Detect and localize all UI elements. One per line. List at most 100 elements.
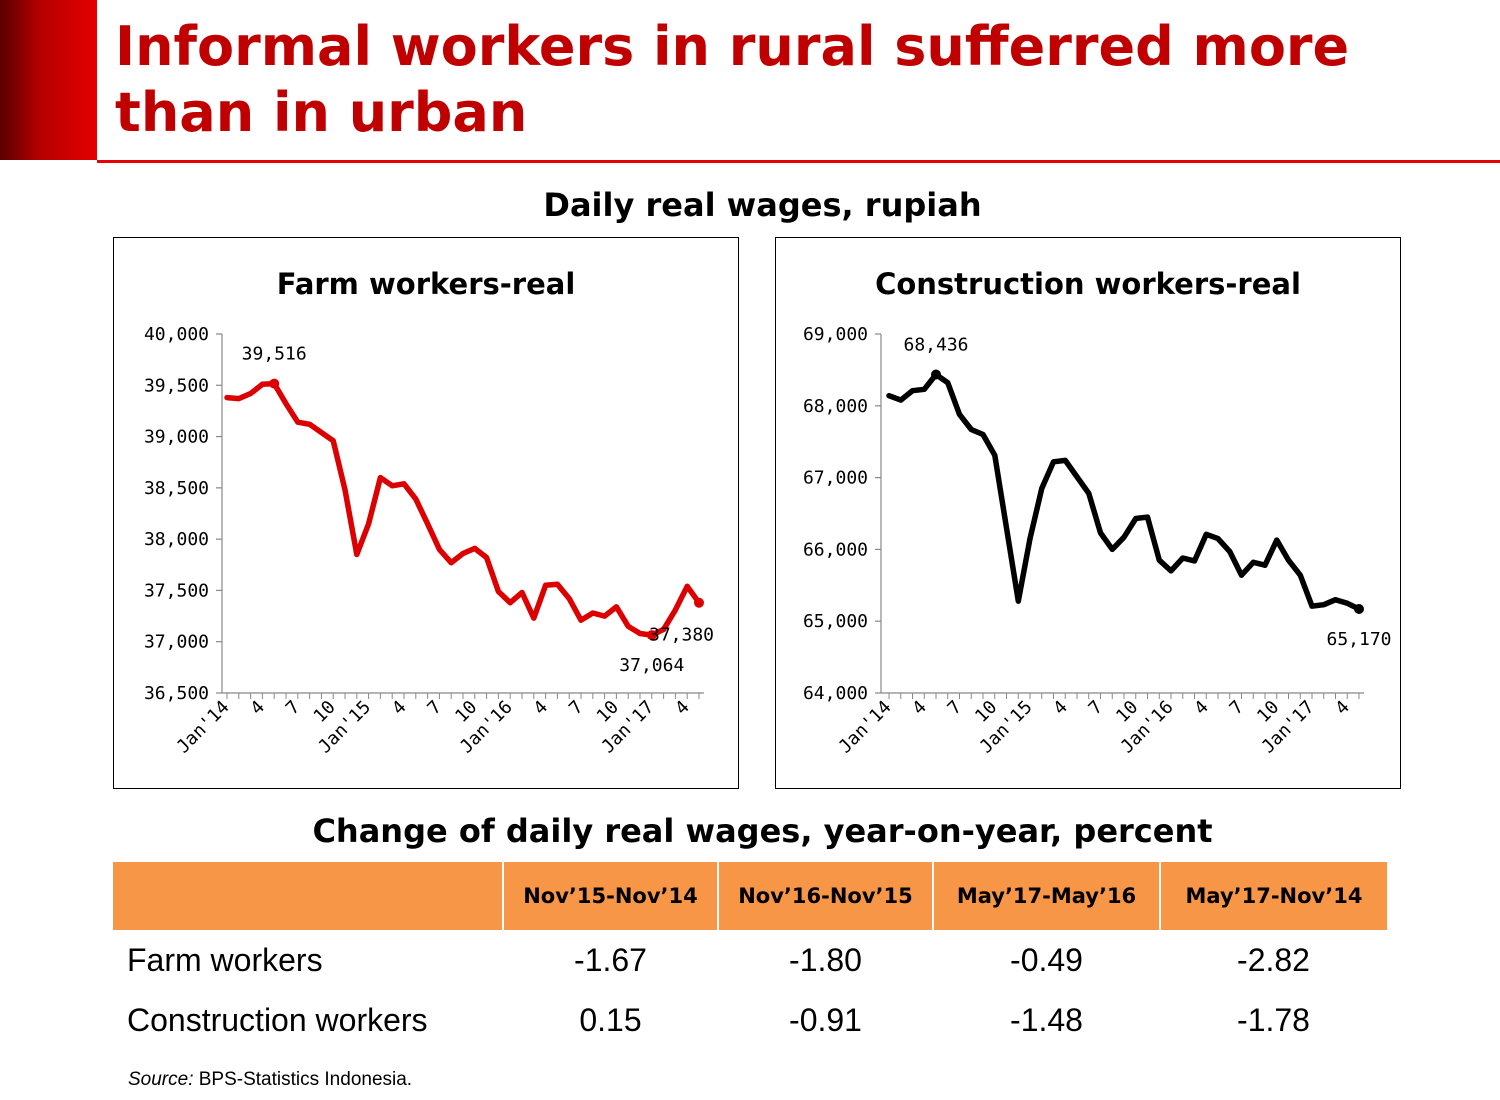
data-point	[1109, 546, 1115, 552]
data-point	[1145, 514, 1150, 520]
data-point	[1203, 531, 1209, 537]
construction-workers-chart: Construction workers-real 64,000 65,000 66,…	[803, 267, 1392, 758]
wage-change-table: Nov’15-Nov’14 Nov’16-Nov’15 May’17-May’1…	[113, 862, 1387, 1050]
data-point	[1004, 525, 1009, 531]
y-tick-label: 69,000	[803, 324, 868, 345]
data-point	[898, 397, 904, 403]
data-point	[980, 432, 986, 438]
chart-title: Farm workers-real	[277, 267, 576, 301]
data-point	[1121, 534, 1127, 540]
data-point	[1180, 555, 1186, 561]
table-cell: 0.15	[579, 1001, 642, 1038]
data-point	[1333, 597, 1338, 603]
table-cell: -0.49	[1010, 941, 1083, 978]
y-tick-label: 38,000	[144, 529, 209, 550]
table-cell: -2.82	[1237, 941, 1310, 978]
data-point	[554, 581, 560, 587]
x-tick-label: 7	[1085, 697, 1108, 720]
data-point	[1015, 598, 1021, 604]
data-point	[389, 483, 395, 489]
source-text: BPS-Statistics Indonesia.	[193, 1069, 413, 1090]
farm-workers-chart: Farm workers-real 36,500 37,000 37,500 38,00…	[144, 267, 714, 758]
data-point	[1286, 557, 1291, 563]
x-tick-label: 4	[1331, 697, 1354, 720]
source-label: Source:	[128, 1069, 194, 1090]
data-point	[1192, 558, 1197, 564]
x-tick-label: 4	[246, 697, 269, 720]
data-point	[566, 596, 572, 602]
data-point	[1156, 557, 1162, 563]
source-note: Source: BPS-Statistics Indonesia.	[128, 1069, 412, 1091]
data-point	[1227, 549, 1233, 555]
data-point	[472, 545, 478, 551]
data-point	[886, 393, 892, 399]
construction-chart-panel: Construction workers-real 64,000 65,000 66,…	[775, 237, 1401, 789]
y-tick-label: 36,500	[144, 683, 209, 704]
data-point	[248, 390, 254, 396]
data-point	[1309, 603, 1315, 609]
data-point	[992, 452, 998, 458]
table-cell: -1.48	[1010, 1001, 1083, 1038]
x-tick-label: 7	[282, 697, 305, 720]
data-label: 37,380	[649, 625, 714, 646]
slide-title: Informal workers in rural sufferred more…	[115, 15, 1350, 144]
chart-title: Construction workers-real	[875, 267, 1301, 301]
x-tick-label: 4	[388, 697, 411, 720]
y-tick-label: 37,500	[144, 580, 209, 601]
y-tick-label: 38,500	[144, 478, 209, 499]
data-point	[354, 552, 360, 558]
x-tick-label: 4	[671, 697, 694, 720]
y-tick-label: 66,000	[803, 539, 868, 560]
table-header-blank	[113, 862, 504, 930]
row-label-farm-workers: Farm workers	[127, 941, 323, 978]
data-point	[224, 395, 230, 401]
data-point	[661, 626, 667, 632]
data-label: 68,436	[903, 334, 968, 355]
data-point	[448, 560, 454, 566]
data-point	[945, 380, 951, 386]
data-point	[1215, 536, 1221, 542]
data-point	[1074, 474, 1080, 480]
data-point	[283, 401, 289, 407]
data-label-marker	[1354, 603, 1364, 614]
data-point	[519, 589, 525, 595]
data-point	[259, 381, 265, 387]
x-tick-label: Jan'14	[173, 697, 234, 758]
x-tick-label: 7	[565, 697, 588, 720]
y-tick-label: 39,500	[144, 375, 209, 396]
data-point	[436, 546, 442, 552]
x-tick-label: 4	[908, 697, 931, 720]
series-line	[886, 371, 1362, 612]
data-point	[460, 551, 466, 557]
data-point	[672, 607, 678, 613]
data-point	[401, 481, 407, 487]
data-point	[1344, 600, 1350, 606]
row-label-construction-workers: Construction workers	[127, 1001, 428, 1038]
data-point	[921, 386, 927, 392]
title-underline	[97, 160, 1500, 163]
table-header-row: Nov’15-Nov’14 Nov’16-Nov’15 May’17-May’1…	[113, 862, 1387, 930]
data-point	[1297, 572, 1303, 578]
x-tick-label: 7	[1226, 697, 1249, 720]
x-tick-label: 7	[423, 697, 446, 720]
data-point	[1039, 485, 1045, 491]
data-label: 37,064	[619, 655, 684, 676]
data-point	[637, 631, 643, 637]
data-point	[578, 617, 584, 623]
data-point	[495, 588, 501, 594]
title-accent-bar	[0, 0, 97, 160]
y-tick-label: 64,000	[803, 683, 868, 704]
table-subtitle: Change of daily real wages, year-on-year…	[312, 812, 1213, 850]
table-cell: -1.80	[789, 941, 862, 978]
table-header-may17-nov14: May’17-Nov’14	[1160, 862, 1387, 930]
data-point	[330, 438, 336, 444]
data-point	[625, 623, 631, 629]
data-point	[342, 487, 348, 493]
y-tick-label: 39,000	[144, 427, 209, 448]
table-cell: -1.67	[574, 941, 647, 978]
data-label: 65,170	[1326, 629, 1391, 650]
data-point	[590, 610, 596, 616]
data-point	[484, 555, 490, 561]
table-cell: -0.91	[789, 1001, 862, 1038]
table-cell: -1.78	[1237, 1001, 1310, 1038]
